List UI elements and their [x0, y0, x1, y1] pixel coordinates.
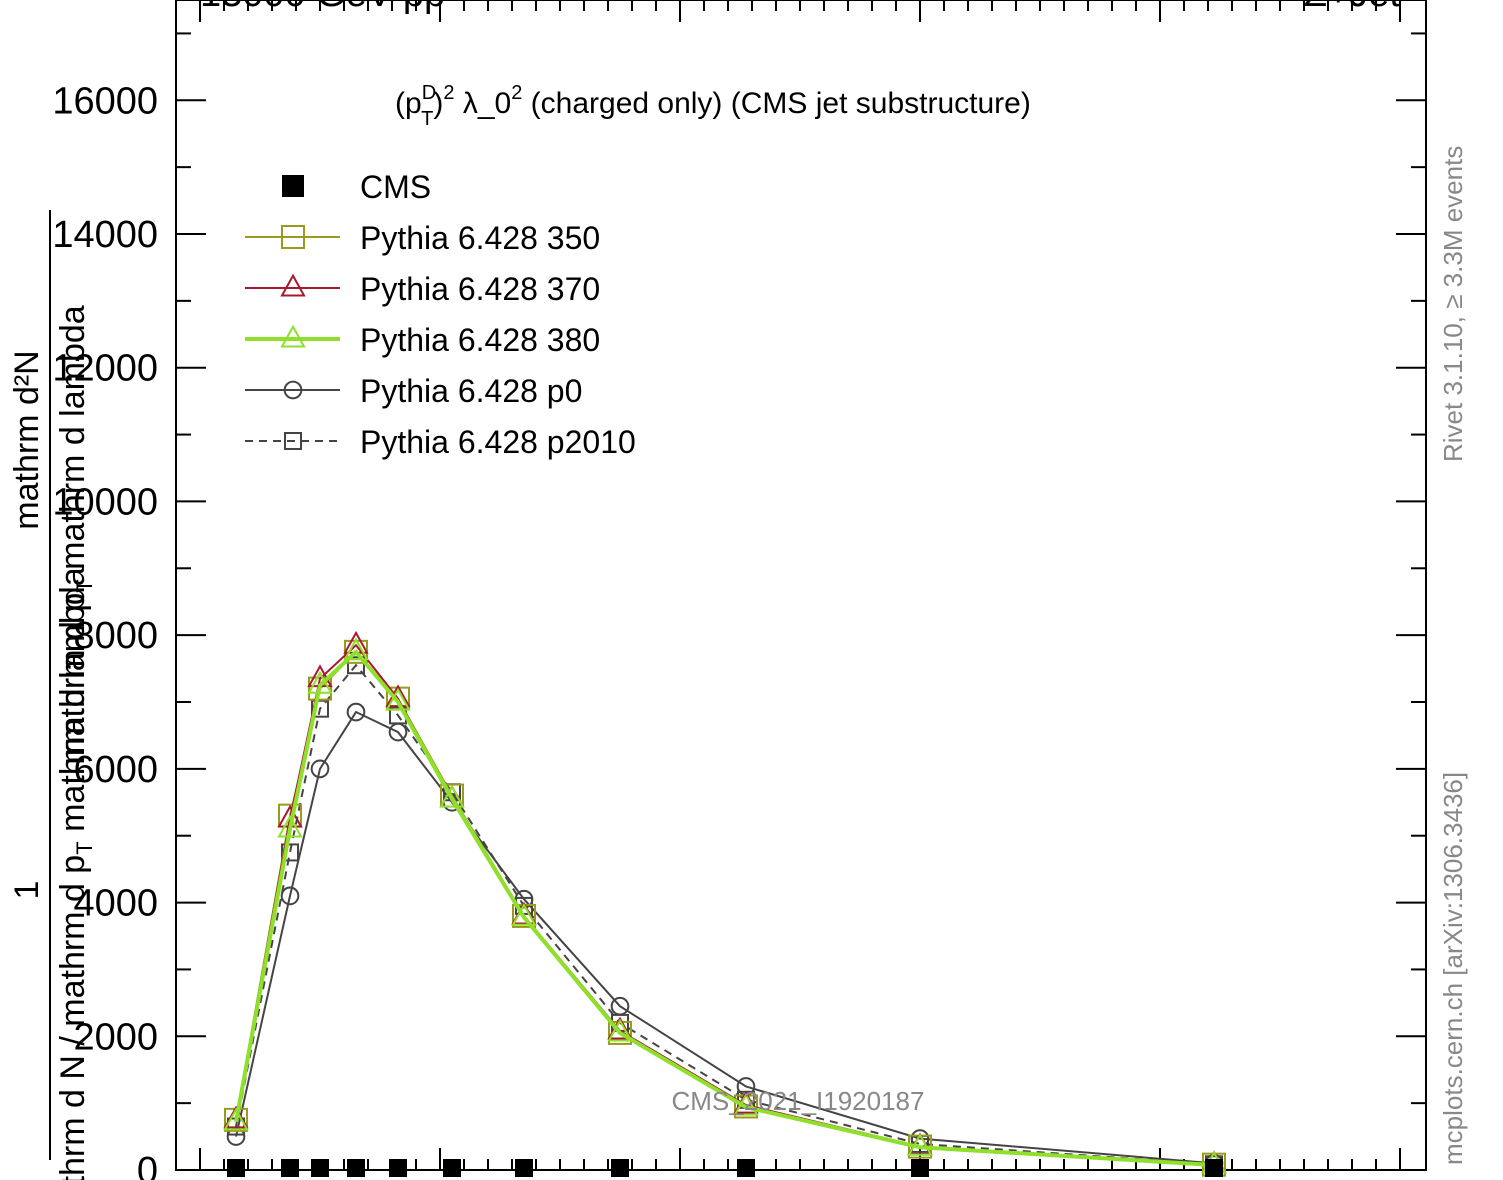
series-point: [343, 637, 369, 661]
cms-point: [443, 1159, 461, 1177]
series-point: [310, 759, 330, 779]
legend-marker: [280, 273, 306, 297]
legend-label: CMS: [360, 169, 431, 205]
series-point: [907, 1132, 933, 1156]
y-tick-labels: 0 2000 4000 6000 8000 10000 12000 14000 16000: [52, 80, 158, 1180]
series-point: [280, 886, 300, 906]
y-tick-label: 12000: [52, 348, 158, 390]
y-tick-label: 2000: [73, 1016, 158, 1058]
chart-title: (pD T)2 λ_02 (charged only) (CMS jet subs…: [395, 82, 1031, 130]
series-point: [439, 784, 465, 808]
y-axis-label-norm: 1 mathrm d N / mathrm d pT mathrm d lamb…: [8, 567, 97, 1180]
series-point: [385, 687, 411, 711]
y-tick-label: 16000: [52, 80, 158, 122]
cms-point: [911, 1159, 929, 1177]
cms-point: [227, 1159, 245, 1177]
series-point: [610, 996, 630, 1016]
y-tick-label: 8000: [73, 615, 158, 657]
series-point: [607, 1018, 633, 1042]
cms-point: [515, 1159, 533, 1177]
cms-point: [737, 1159, 755, 1177]
series-0: [227, 1159, 1223, 1177]
series-point: [307, 670, 333, 694]
series-point: [277, 814, 303, 838]
cms-point: [389, 1159, 407, 1177]
legend: CMS Pythia 6.428 350 Pythia 6.428 370 Pythi…: [245, 169, 636, 460]
series-point: [311, 699, 329, 718]
series-point: [388, 722, 408, 742]
cms-point: [347, 1159, 365, 1177]
y-tick-label: 10000: [52, 481, 158, 523]
y-label-norm-denominator: mathrm d N / mathrm d pT mathrm d lambda: [54, 567, 97, 1180]
analysis-watermark: CMS_2021_I1920187: [672, 1086, 925, 1116]
series-point: [281, 843, 299, 862]
legend-label: Pythia 6.428 380: [360, 322, 600, 358]
legend-marker: [283, 380, 303, 400]
series-point: [223, 1107, 249, 1131]
y-label-denominator: mathrm d pT mathrm d lambda: [54, 305, 97, 764]
cms-point: [611, 1159, 629, 1177]
y-label-numerator: mathrm d²N: [8, 350, 46, 529]
cms-point: [311, 1159, 329, 1177]
legend-marker: [284, 432, 302, 450]
legend-marker: [280, 324, 306, 348]
legend-marker: [282, 175, 304, 197]
rivet-version-label: Rivet 3.1.10, ≥ 3.3M events: [1438, 146, 1468, 462]
series-point: [346, 702, 366, 722]
y-label-norm-numerator: 1: [8, 881, 46, 900]
series-3: [223, 637, 1227, 1174]
legend-label: Pythia 6.428 p2010: [360, 424, 636, 460]
y-axis-label: mathrm d²N mathrm d pT mathrm d lambda: [8, 210, 97, 860]
y-tick-label: 0: [137, 1150, 158, 1180]
series-line: [235, 663, 1215, 1166]
series-layer: [223, 630, 1227, 1177]
legend-label: Pythia 6.428 370: [360, 271, 600, 307]
series-line: [234, 648, 1215, 1167]
legend-label: Pythia 6.428 350: [360, 220, 600, 256]
y-tick-label: 14000: [52, 214, 158, 256]
cms-point: [281, 1159, 299, 1177]
series-point: [347, 656, 365, 675]
y-tick-label: 6000: [73, 749, 158, 791]
cms-point: [1205, 1159, 1223, 1177]
legend-marker: [281, 225, 305, 249]
y-tick-label: 4000: [73, 883, 158, 925]
mcplots-label: mcplots.cern.ch [arXiv:1306.3436]: [1438, 772, 1468, 1165]
legend-label: Pythia 6.428 p0: [360, 373, 582, 409]
series-point: [733, 1092, 759, 1116]
header-left-text: 13000 GeV pp: [200, 0, 445, 15]
series-point: [511, 902, 537, 926]
series-point: [514, 889, 534, 909]
